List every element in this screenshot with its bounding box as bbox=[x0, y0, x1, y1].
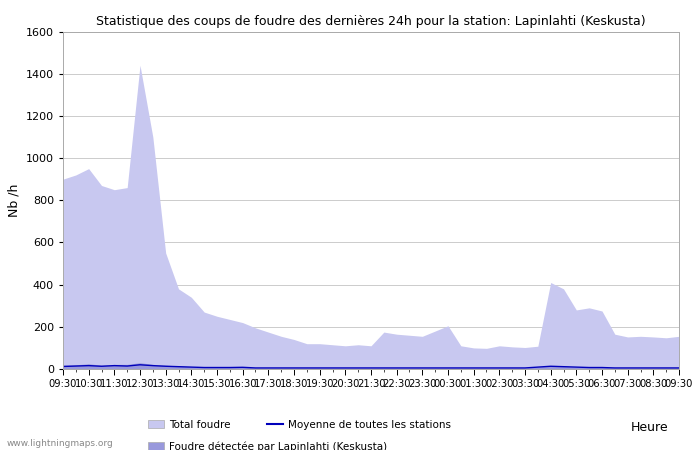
Y-axis label: Nb /h: Nb /h bbox=[7, 184, 20, 217]
Text: www.lightningmaps.org: www.lightningmaps.org bbox=[7, 439, 113, 448]
Text: Heure: Heure bbox=[631, 421, 668, 434]
Legend: Foudre détectée par Lapinlahti (Keskusta): Foudre détectée par Lapinlahti (Keskusta… bbox=[148, 441, 387, 450]
Title: Statistique des coups de foudre des dernières 24h pour la station: Lapinlahti (K: Statistique des coups de foudre des dern… bbox=[96, 14, 646, 27]
